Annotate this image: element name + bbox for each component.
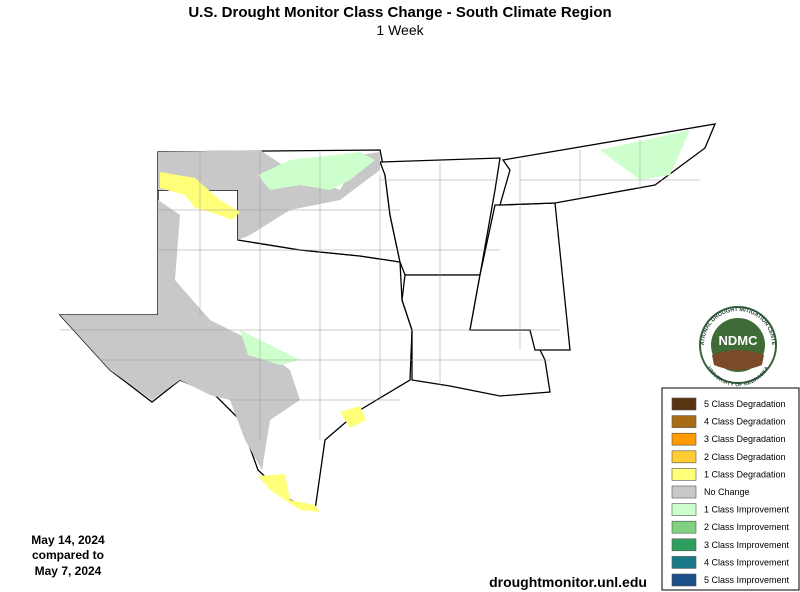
legend-swatch — [671, 450, 697, 464]
date-current: May 14, 2024 — [31, 533, 105, 547]
map — [58, 123, 717, 512]
legend-label: 4 Class Improvement — [704, 557, 790, 567]
logo-land — [712, 350, 764, 370]
legend-swatch — [671, 397, 697, 411]
legend-label: 2 Class Degradation — [704, 452, 786, 462]
legend-swatch — [671, 503, 697, 516]
legend-label: 5 Class Improvement — [704, 575, 790, 585]
legend-swatch — [671, 485, 697, 499]
legend-label: 1 Class Degradation — [704, 469, 786, 479]
legend-swatch — [671, 520, 697, 534]
legend: 5 Class Degradation 4 Class Degradation 3 … — [671, 397, 790, 587]
legend-swatch — [671, 556, 697, 569]
legend-swatch — [671, 468, 697, 481]
no-change-area — [60, 200, 300, 470]
legend-label: 2 Class Improvement — [704, 522, 790, 532]
legend-label: 5 Class Degradation — [704, 399, 786, 409]
legend-swatch — [671, 415, 697, 428]
title: U.S. Drought Monitor Class Change - Sout… — [188, 4, 611, 21]
source: droughtmonitor.unl.edu — [489, 574, 647, 590]
legend-label: 3 Class Improvement — [704, 540, 790, 550]
legend-label: 3 Class Degradation — [704, 434, 786, 444]
legend-swatch — [671, 432, 697, 446]
county-lines — [60, 140, 700, 440]
date-previous: May 7, 2024 — [35, 564, 102, 578]
legend-swatch — [671, 573, 697, 587]
no-change-area — [158, 150, 380, 240]
degradation-area — [258, 406, 366, 512]
legend-label: 4 Class Degradation — [704, 417, 786, 427]
subtitle: 1 Week — [376, 22, 424, 38]
date-compared: compared to — [32, 548, 104, 562]
legend-label: 1 Class Improvement — [704, 505, 790, 515]
legend-label: No Change — [704, 487, 750, 497]
legend-swatch — [671, 538, 697, 552]
logo-text: NDMC — [719, 333, 759, 348]
improvement-area — [240, 130, 690, 365]
